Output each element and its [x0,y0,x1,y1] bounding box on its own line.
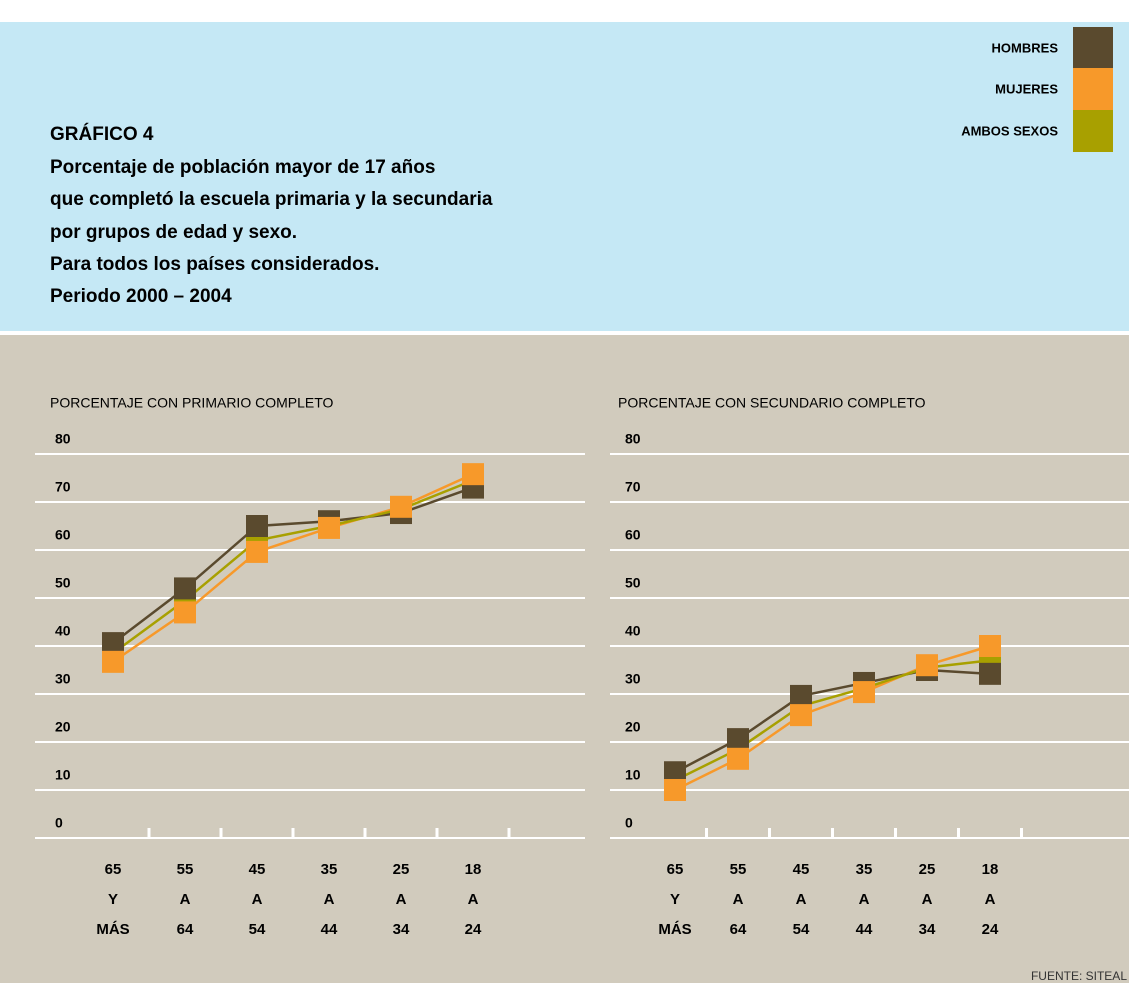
point-marker [916,654,938,677]
point-marker [390,495,412,518]
y-tick-label: 0 [55,815,63,831]
point-marker [246,515,268,537]
x-tick-label: 18 [465,861,482,878]
point-marker [790,704,812,727]
point-marker [790,684,812,707]
y-tick-label: 0 [625,815,633,831]
y-tick-label: 80 [625,431,641,447]
y-tick-label: 40 [625,623,641,639]
x-tick-label: 44 [321,921,338,938]
x-tick-label: 35 [321,861,338,878]
x-tick-label: A [468,891,479,908]
series-line [112,479,474,655]
y-tick-label: 10 [55,767,71,783]
x-tick-label: 65 [667,861,684,878]
y-tick-label: 80 [55,431,71,447]
header-line: Periodo 2000 – 2004 [50,286,232,307]
point-marker [853,681,875,704]
x-tick-label: A [733,891,744,908]
chart-panel [0,335,1129,983]
point-marker [102,650,124,673]
y-tick-label: 70 [625,479,641,495]
point-marker [664,779,686,801]
x-tick-label: A [396,891,407,908]
x-tick-label: 64 [177,921,194,938]
x-tick-label: MÁS [96,921,129,938]
point-marker [174,577,196,600]
y-tick-label: 30 [55,671,71,687]
point-marker [664,761,686,784]
header-line: Para todos los países considerados. [50,254,379,275]
x-tick-label: A [252,891,263,908]
y-tick-label: 40 [55,623,71,639]
y-tick-label: 10 [625,767,641,783]
legend-label: MUJERES [995,81,1058,96]
x-tick-label: A [922,891,933,908]
x-tick-label: 64 [730,921,747,938]
header-line: por grupos de edad y sexo. [50,222,297,243]
x-tick-label: MÁS [658,921,691,938]
header-panel [0,22,1129,331]
x-tick-label: A [324,891,335,908]
chart-title: PORCENTAJE CON PRIMARIO COMPLETO [50,395,334,411]
x-tick-label: 55 [177,861,194,878]
x-tick-label: 45 [249,861,266,878]
header-line: Porcentaje de población mayor de 17 años [50,157,435,178]
x-tick-label: 34 [393,921,410,938]
point-marker [979,662,1001,685]
point-marker [462,463,484,486]
x-tick-label: 25 [919,861,936,878]
x-tick-label: 54 [793,921,810,938]
x-tick-label: Y [108,891,118,908]
y-tick-label: 30 [625,671,641,687]
legend-label: AMBOS SEXOS [961,123,1058,138]
point-marker [246,540,268,563]
x-tick-label: 25 [393,861,410,878]
legend-swatch [1073,110,1113,152]
y-tick-label: 60 [55,527,71,543]
figure-label: GRÁFICO 4 [50,123,154,145]
x-tick-label: 35 [856,861,873,878]
x-tick-label: 44 [856,921,873,938]
series-line [112,473,474,663]
point-marker [174,601,196,624]
chart-title: PORCENTAJE CON SECUNDARIO COMPLETO [618,395,926,411]
x-tick-label: A [796,891,807,908]
y-tick-label: 50 [625,575,641,591]
point-marker [102,632,124,655]
x-tick-label: 54 [249,921,266,938]
x-tick-label: 34 [919,921,936,938]
point-marker [727,747,749,770]
point-marker [979,635,1001,657]
x-tick-label: A [180,891,191,908]
x-tick-label: A [859,891,870,908]
x-tick-label: A [985,891,996,908]
header-line: que completó la escuela primaria y la se… [50,189,493,210]
legend-label: HOMBRES [992,40,1059,55]
point-marker [318,516,340,539]
x-tick-label: 55 [730,861,747,878]
x-tick-label: 24 [982,921,999,938]
y-tick-label: 20 [55,719,71,735]
x-tick-label: 65 [105,861,122,878]
y-tick-label: 20 [625,719,641,735]
point-marker [727,728,749,751]
x-tick-label: 24 [465,921,482,938]
y-tick-label: 50 [55,575,71,591]
x-tick-label: 18 [982,861,999,878]
x-tick-label: Y [670,891,680,908]
legend-swatch [1073,27,1113,69]
source: FUENTE: SITEAL [1031,969,1127,983]
y-tick-label: 60 [625,527,641,543]
y-tick-label: 70 [55,479,71,495]
series-line [112,486,474,645]
x-tick-label: 45 [793,861,810,878]
legend-swatch [1073,68,1113,110]
